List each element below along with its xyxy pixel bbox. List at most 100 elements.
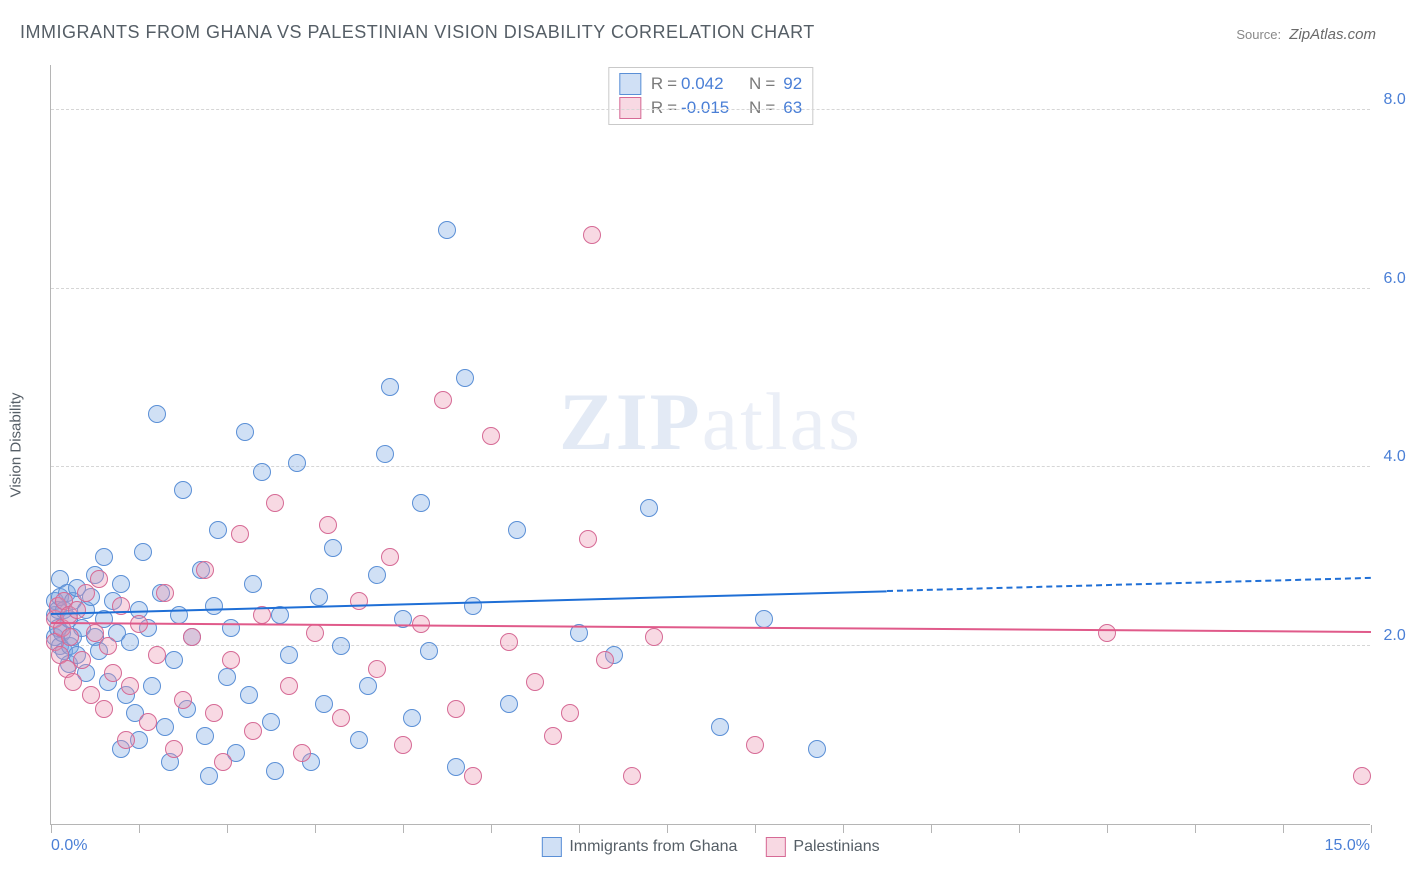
scatter-point (645, 628, 663, 646)
x-tick (931, 825, 932, 833)
scatter-point (253, 463, 271, 481)
scatter-point (420, 642, 438, 660)
y-tick-label: 8.0% (1384, 91, 1406, 109)
legend-swatch (765, 837, 785, 857)
scatter-point (112, 575, 130, 593)
scatter-point (359, 677, 377, 695)
watermark-rest: atlas (702, 376, 862, 467)
scatter-point (68, 601, 86, 619)
source-name: ZipAtlas.com (1289, 26, 1376, 43)
equals-icon: = (765, 74, 775, 94)
x-tick (579, 825, 580, 833)
scatter-point (293, 744, 311, 762)
gridline-horizontal (51, 109, 1370, 110)
x-tick (139, 825, 140, 833)
scatter-point (464, 597, 482, 615)
legend-item: Palestinians (765, 837, 879, 857)
scatter-point (209, 521, 227, 539)
scatter-point (231, 525, 249, 543)
scatter-point (1353, 767, 1371, 785)
scatter-point (447, 758, 465, 776)
scatter-point (526, 673, 544, 691)
scatter-point (222, 651, 240, 669)
scatter-point (280, 646, 298, 664)
scatter-point (319, 516, 337, 534)
y-tick-label: 2.0% (1384, 627, 1406, 645)
scatter-chart: Vision Disability ZIPatlas R=0.042N=92R=… (50, 65, 1370, 825)
scatter-point (456, 369, 474, 387)
scatter-point (95, 700, 113, 718)
legend-row: R=0.042N=92 (619, 72, 802, 96)
scatter-point (482, 427, 500, 445)
scatter-point (640, 499, 658, 517)
scatter-point (205, 597, 223, 615)
scatter-point (1098, 624, 1116, 642)
scatter-point (148, 405, 166, 423)
scatter-point (434, 391, 452, 409)
scatter-point (394, 736, 412, 754)
source-prefix: Source: (1236, 27, 1281, 42)
scatter-point (266, 494, 284, 512)
scatter-point (368, 566, 386, 584)
scatter-point (579, 530, 597, 548)
scatter-point (746, 736, 764, 754)
scatter-point (244, 575, 262, 593)
scatter-point (183, 628, 201, 646)
y-axis-title: Vision Disability (8, 393, 25, 498)
scatter-point (368, 660, 386, 678)
scatter-point (332, 709, 350, 727)
scatter-point (214, 753, 232, 771)
x-tick (1195, 825, 1196, 833)
scatter-point (376, 445, 394, 463)
scatter-point (174, 481, 192, 499)
scatter-point (332, 637, 350, 655)
scatter-point (561, 704, 579, 722)
x-tick (755, 825, 756, 833)
scatter-point (544, 727, 562, 745)
scatter-point (77, 584, 95, 602)
scatter-point (117, 731, 135, 749)
trend-line (887, 577, 1371, 592)
scatter-point (61, 628, 79, 646)
scatter-point (623, 767, 641, 785)
scatter-point (104, 664, 122, 682)
scatter-point (174, 691, 192, 709)
scatter-point (266, 762, 284, 780)
scatter-point (403, 709, 421, 727)
scatter-point (324, 539, 342, 557)
scatter-point (464, 767, 482, 785)
scatter-point (95, 548, 113, 566)
scatter-point (306, 624, 324, 642)
legend-series-name: Palestinians (793, 838, 879, 856)
chart-title: IMMIGRANTS FROM GHANA VS PALESTINIAN VIS… (20, 22, 815, 43)
scatter-point (500, 695, 518, 713)
x-tick (51, 825, 52, 833)
correlation-legend: R=0.042N=92R=-0.015N=63 (608, 67, 813, 125)
scatter-point (808, 740, 826, 758)
scatter-point (139, 713, 157, 731)
scatter-point (310, 588, 328, 606)
legend-swatch (619, 73, 641, 95)
x-axis-line (51, 824, 1370, 825)
scatter-point (350, 731, 368, 749)
scatter-point (280, 677, 298, 695)
x-tick (227, 825, 228, 833)
scatter-point (500, 633, 518, 651)
scatter-point (205, 704, 223, 722)
legend-n-value: 92 (783, 74, 802, 94)
scatter-point (262, 713, 280, 731)
y-tick-label: 4.0% (1384, 448, 1406, 466)
source-attribution: Source: ZipAtlas.com (1236, 26, 1376, 43)
legend-r-value: 0.042 (681, 74, 741, 94)
scatter-point (288, 454, 306, 472)
scatter-point (236, 423, 254, 441)
x-tick (667, 825, 668, 833)
scatter-point (134, 543, 152, 561)
x-tick (315, 825, 316, 833)
scatter-point (447, 700, 465, 718)
scatter-point (156, 584, 174, 602)
legend-swatch (541, 837, 561, 857)
scatter-point (73, 651, 91, 669)
y-tick-label: 6.0% (1384, 270, 1406, 288)
x-tick (403, 825, 404, 833)
